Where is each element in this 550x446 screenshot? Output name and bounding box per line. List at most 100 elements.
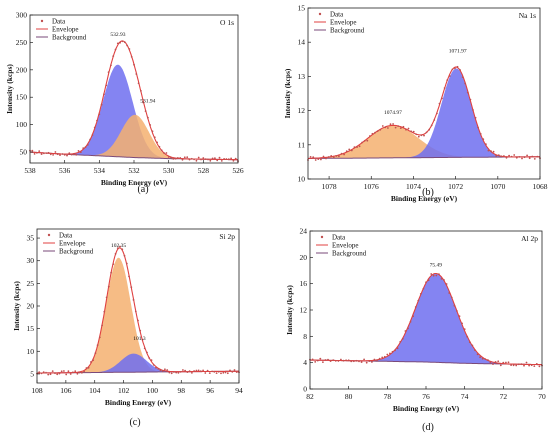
data-point <box>363 358 365 361</box>
data-point <box>347 359 350 362</box>
data-point <box>63 154 66 156</box>
data-point <box>461 322 463 325</box>
data-point <box>325 157 327 160</box>
data-point <box>441 97 443 100</box>
data-point <box>211 370 214 373</box>
data-point <box>100 103 103 106</box>
data-point <box>322 155 325 158</box>
data-point <box>157 368 160 370</box>
data-point <box>379 128 382 131</box>
data-point <box>56 153 59 156</box>
data-point <box>314 361 317 363</box>
legend-label: Data <box>59 232 73 240</box>
data-point <box>155 366 157 369</box>
data-point <box>345 359 347 362</box>
data-point <box>327 156 330 158</box>
data-point <box>500 155 503 158</box>
data-point <box>224 371 227 374</box>
y-tick-label: 11 <box>298 140 305 149</box>
data-point <box>358 145 361 148</box>
data-point <box>461 76 464 78</box>
data-point <box>352 360 355 363</box>
data-point <box>134 310 137 313</box>
x-tick-label: 74 <box>461 392 469 401</box>
data-point <box>119 41 121 44</box>
data-point <box>114 252 117 255</box>
data-point <box>497 154 500 157</box>
data-point <box>438 102 441 105</box>
legend-marker-data <box>40 19 44 23</box>
data-point <box>202 157 205 159</box>
data-point <box>49 153 52 156</box>
x-tick-label: 538 <box>24 166 36 175</box>
data-point <box>137 82 140 85</box>
x-tick-label: 80 <box>345 392 353 401</box>
data-point <box>482 138 485 141</box>
y-tick-label: 20 <box>300 253 308 262</box>
x-axis-label: Binding Energy (eV) <box>393 404 460 413</box>
x-tick-label: 106 <box>60 386 72 395</box>
data-point <box>322 361 324 363</box>
data-point <box>91 134 94 137</box>
data-point <box>329 360 332 362</box>
data-point <box>78 371 81 374</box>
data-point <box>33 153 36 155</box>
y-axis-label: Intensity (kcps) <box>283 68 292 118</box>
data-point <box>356 146 358 149</box>
data-point <box>528 157 531 160</box>
data-point <box>387 127 389 129</box>
data-point <box>358 360 360 363</box>
data-point <box>220 160 223 162</box>
y-tick-label: 13 <box>298 72 306 81</box>
data-point <box>340 152 343 155</box>
plot-frame <box>307 7 541 180</box>
data-point <box>135 73 138 75</box>
data-point <box>184 369 187 372</box>
peak-fill-531.94 <box>30 114 238 160</box>
data-point <box>38 150 41 153</box>
data-point <box>177 157 179 159</box>
data-point <box>213 371 216 373</box>
data-point <box>83 370 85 373</box>
data-point <box>166 369 169 371</box>
data-point <box>435 274 438 277</box>
data-point <box>401 337 404 340</box>
x-tick-label: 1068 <box>533 182 548 191</box>
data-point <box>146 351 148 354</box>
data-point <box>314 159 317 161</box>
data-point <box>197 369 200 372</box>
data-point <box>414 306 417 308</box>
legend-marker-data <box>47 233 51 237</box>
data-point <box>123 41 126 44</box>
data-point <box>193 370 196 372</box>
data-point <box>54 372 56 375</box>
data-point <box>36 152 38 154</box>
peak-annotation: 532.93 <box>110 32 125 38</box>
data-point <box>98 336 101 339</box>
x-axis-label: Binding Energy (eV) <box>391 194 458 203</box>
data-point <box>376 130 379 133</box>
data-point <box>417 135 420 138</box>
data-point <box>141 338 144 341</box>
data-point <box>332 156 335 159</box>
data-point <box>368 360 371 362</box>
data-point <box>458 315 461 318</box>
panel-caption: (a) <box>137 184 148 195</box>
y-tick-label: 200 <box>16 65 28 74</box>
y-tick-label: 15 <box>298 4 306 13</box>
data-point <box>530 364 533 367</box>
data-point <box>234 157 237 160</box>
data-point <box>503 155 505 157</box>
data-point <box>523 156 526 159</box>
data-point <box>446 79 449 81</box>
data-point <box>77 150 80 152</box>
data-point <box>68 152 71 155</box>
x-tick-label: 1076 <box>364 182 379 191</box>
legend-label: Background <box>52 34 87 42</box>
data-point <box>407 327 409 330</box>
data-point <box>206 369 209 372</box>
data-point <box>72 371 74 374</box>
legend-marker-data <box>320 235 324 239</box>
